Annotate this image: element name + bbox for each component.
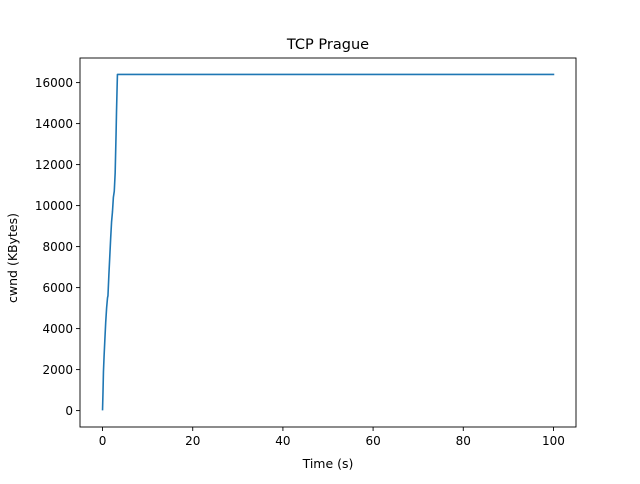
- x-tick-label: 80: [456, 434, 471, 448]
- y-tick-label: 8000: [42, 240, 73, 254]
- x-tick-label: 100: [542, 434, 565, 448]
- x-tick-label: 20: [185, 434, 200, 448]
- series-line-0: [101, 73, 555, 411]
- x-tick-label: 40: [275, 434, 290, 448]
- y-tick-label: 6000: [42, 281, 73, 295]
- y-tick-label: 4000: [42, 322, 73, 336]
- y-tick-label: 10000: [35, 199, 73, 213]
- y-tick-label: 12000: [35, 158, 73, 172]
- y-axis-label: cwnd (KBytes): [5, 213, 20, 303]
- x-tick-label: 0: [99, 434, 107, 448]
- chart-title: TCP Prague: [286, 37, 369, 53]
- plot-area: [101, 73, 555, 411]
- axes: 0 20 40 60 80 100 0 2000 4000 6000 8000 10000 12000 1…: [35, 57, 577, 448]
- y-tick-label: 16000: [35, 76, 73, 90]
- y-tick-label: 14000: [35, 117, 73, 131]
- axes-frame: [79, 57, 577, 428]
- x-tick-label: 60: [365, 434, 380, 448]
- y-tick-label: 2000: [42, 363, 73, 377]
- y-tick-label: 0: [65, 404, 73, 418]
- x-axis-label: Time (s): [302, 456, 354, 471]
